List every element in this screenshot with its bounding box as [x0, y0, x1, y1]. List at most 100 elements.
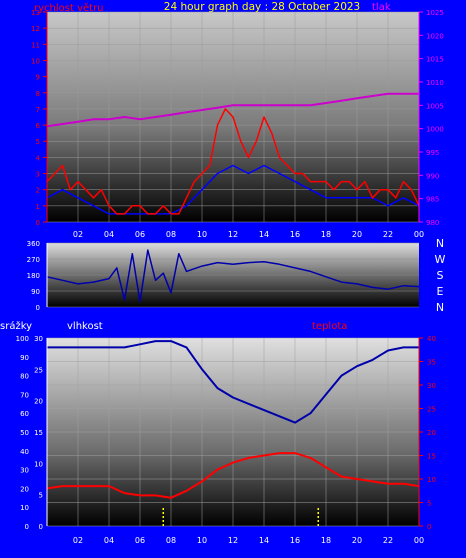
- x-tick-22: 22: [383, 230, 393, 239]
- temp-tick-10: 10: [427, 476, 436, 484]
- wind-tick-4: 4: [36, 154, 41, 162]
- x-tick-06: 06: [135, 230, 145, 239]
- wind-average-line: [46, 164, 420, 215]
- direction-tick-270: 270: [27, 256, 40, 264]
- wind-tick-6: 6: [36, 122, 41, 130]
- rain-tick-40: 40: [20, 448, 29, 456]
- x-tick-12: 12: [228, 230, 238, 239]
- rain-tick-80: 80: [20, 373, 29, 381]
- pressure-tick-1025: 1025: [426, 9, 444, 17]
- rain-tick-10: 10: [20, 504, 29, 512]
- humidity-tick-15: 15: [34, 429, 43, 437]
- x-tick-16: 16: [290, 536, 300, 545]
- rain-tick-100: 100: [16, 335, 29, 343]
- data-series: [46, 92, 420, 526]
- temperature-line: [46, 452, 420, 499]
- wind-tick-9: 9: [36, 74, 40, 82]
- humidity-tick-30: 30: [34, 335, 43, 343]
- wind-speed-line: [46, 108, 420, 215]
- x-tick-00: 00: [414, 536, 424, 545]
- pressure-axis-title: tlak: [372, 2, 391, 13]
- rain-tick-0: 0: [25, 523, 29, 531]
- wind-tick-11: 11: [31, 41, 40, 49]
- x-tick-06: 06: [135, 536, 145, 545]
- direction-tick-360: 360: [27, 240, 40, 248]
- temp-tick-25: 25: [427, 406, 436, 414]
- x-tick-02: 02: [73, 230, 83, 239]
- x-tick-12: 12: [228, 536, 238, 545]
- wind-tick-1: 1: [36, 203, 40, 211]
- compass-s: S: [437, 269, 444, 282]
- pressure-line: [46, 92, 419, 128]
- chart-title: 24 hour graph day : 28 October 2023: [164, 1, 360, 13]
- compass-n-top: N: [436, 237, 444, 250]
- pressure-tick-1010: 1010: [426, 79, 444, 87]
- pressure-tick-1015: 1015: [426, 56, 444, 64]
- compass-e: E: [437, 285, 444, 298]
- direction-tick-0: 0: [36, 304, 40, 312]
- temp-tick-0: 0: [427, 523, 431, 531]
- x-tick-20: 20: [352, 536, 362, 545]
- x-tick-22: 22: [383, 536, 393, 545]
- direction-tick-180: 180: [27, 272, 40, 280]
- humidity-tick-5: 5: [39, 492, 43, 500]
- wind-tick-10: 10: [31, 57, 40, 65]
- temperature-axis-title: teplota: [312, 321, 347, 332]
- rain-tick-50: 50: [20, 429, 29, 437]
- wind-tick-7: 7: [36, 106, 40, 114]
- wind-tick-13: 13: [31, 9, 40, 17]
- wind-tick-2: 2: [36, 187, 40, 195]
- pressure-tick-990: 990: [426, 172, 439, 180]
- x-tick-04: 04: [104, 536, 114, 545]
- wind-tick-0: 0: [36, 219, 40, 227]
- x-tick-08: 08: [166, 536, 176, 545]
- temp-tick-35: 35: [427, 359, 436, 367]
- x-tick-16: 16: [290, 230, 300, 239]
- compass-w: W: [435, 253, 446, 266]
- compass-n-bottom: N: [436, 301, 444, 314]
- temp-tick-15: 15: [427, 453, 436, 461]
- direction-tick-90: 90: [31, 288, 40, 296]
- temp-tick-40: 40: [427, 335, 436, 343]
- rain-tick-90: 90: [20, 354, 29, 362]
- x-tick-18: 18: [321, 230, 331, 239]
- pressure-tick-1020: 1020: [426, 32, 444, 40]
- wind-tick-5: 5: [36, 138, 40, 146]
- rain-tick-20: 20: [20, 485, 29, 493]
- humidity-tick-0: 0: [39, 523, 43, 531]
- humidity-axis-title: vlhkost: [67, 321, 103, 332]
- temp-tick-20: 20: [427, 429, 436, 437]
- humidity-line: [47, 340, 419, 424]
- x-tick-18: 18: [321, 536, 331, 545]
- x-tick-10: 10: [197, 230, 207, 239]
- axis-labels: 0123456789101112139809859909951000100510…: [16, 9, 444, 545]
- direction-line: [46, 249, 420, 303]
- wind-tick-12: 12: [31, 25, 40, 33]
- temp-tick-30: 30: [427, 382, 436, 390]
- rain-tick-60: 60: [20, 410, 29, 418]
- pressure-tick-1000: 1000: [426, 126, 444, 134]
- rain-axis-title: srážky: [0, 320, 32, 332]
- x-tick-14: 14: [259, 536, 269, 545]
- x-tick-14: 14: [259, 230, 269, 239]
- x-tick-08: 08: [166, 230, 176, 239]
- x-tick-00: 00: [414, 230, 424, 239]
- pressure-tick-980: 980: [426, 219, 439, 227]
- pressure-tick-995: 995: [426, 149, 439, 157]
- humidity-tick-20: 20: [34, 398, 43, 406]
- temp-tick-5: 5: [427, 500, 431, 508]
- x-tick-20: 20: [352, 230, 362, 239]
- humidity-tick-10: 10: [34, 460, 43, 468]
- pressure-tick-985: 985: [426, 196, 439, 204]
- x-tick-04: 04: [104, 230, 114, 239]
- rain-tick-30: 30: [20, 467, 29, 475]
- wind-tick-8: 8: [36, 90, 40, 98]
- wind-axis-title: rychlost větru: [34, 2, 104, 14]
- humidity-tick-25: 25: [34, 366, 43, 374]
- x-tick-10: 10: [197, 536, 207, 545]
- rain-tick-70: 70: [20, 391, 29, 399]
- x-tick-02: 02: [73, 536, 83, 545]
- wind-tick-3: 3: [36, 171, 40, 179]
